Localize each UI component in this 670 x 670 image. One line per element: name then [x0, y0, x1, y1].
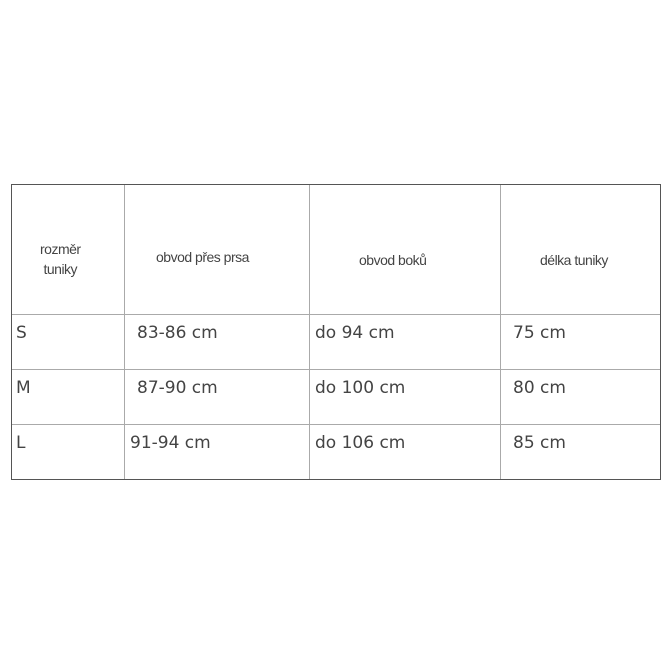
cell-size: L [16, 433, 26, 453]
row-divider [12, 369, 660, 370]
size-table: rozměr tuniky obvod přes prsa obvod boků… [11, 184, 661, 480]
cell-hips: do 100 cm [315, 378, 406, 398]
cell-size: M [16, 378, 31, 398]
row-divider [12, 314, 660, 315]
cell-length: 85 cm [513, 433, 566, 453]
cell-length: 80 cm [513, 378, 566, 398]
cell-hips: do 106 cm [315, 433, 406, 453]
row-divider [12, 424, 660, 425]
cell-size: S [16, 323, 27, 343]
cell-bust: 83-86 cm [137, 323, 218, 343]
column-divider [309, 185, 310, 479]
cell-hips: do 94 cm [315, 323, 395, 343]
cell-bust: 87-90 cm [137, 378, 218, 398]
column-divider [124, 185, 125, 479]
header-bust: obvod přes prsa [156, 249, 249, 265]
column-divider [500, 185, 501, 479]
header-hips: obvod boků [359, 252, 427, 268]
cell-length: 75 cm [513, 323, 566, 343]
header-size-line2: tuniky [43, 261, 78, 277]
header-size: rozměr tuniky [40, 239, 81, 279]
header-size-line1: rozměr [40, 241, 81, 257]
header-length: délka tuniky [540, 252, 608, 268]
cell-bust: 91-94 cm [130, 433, 211, 453]
